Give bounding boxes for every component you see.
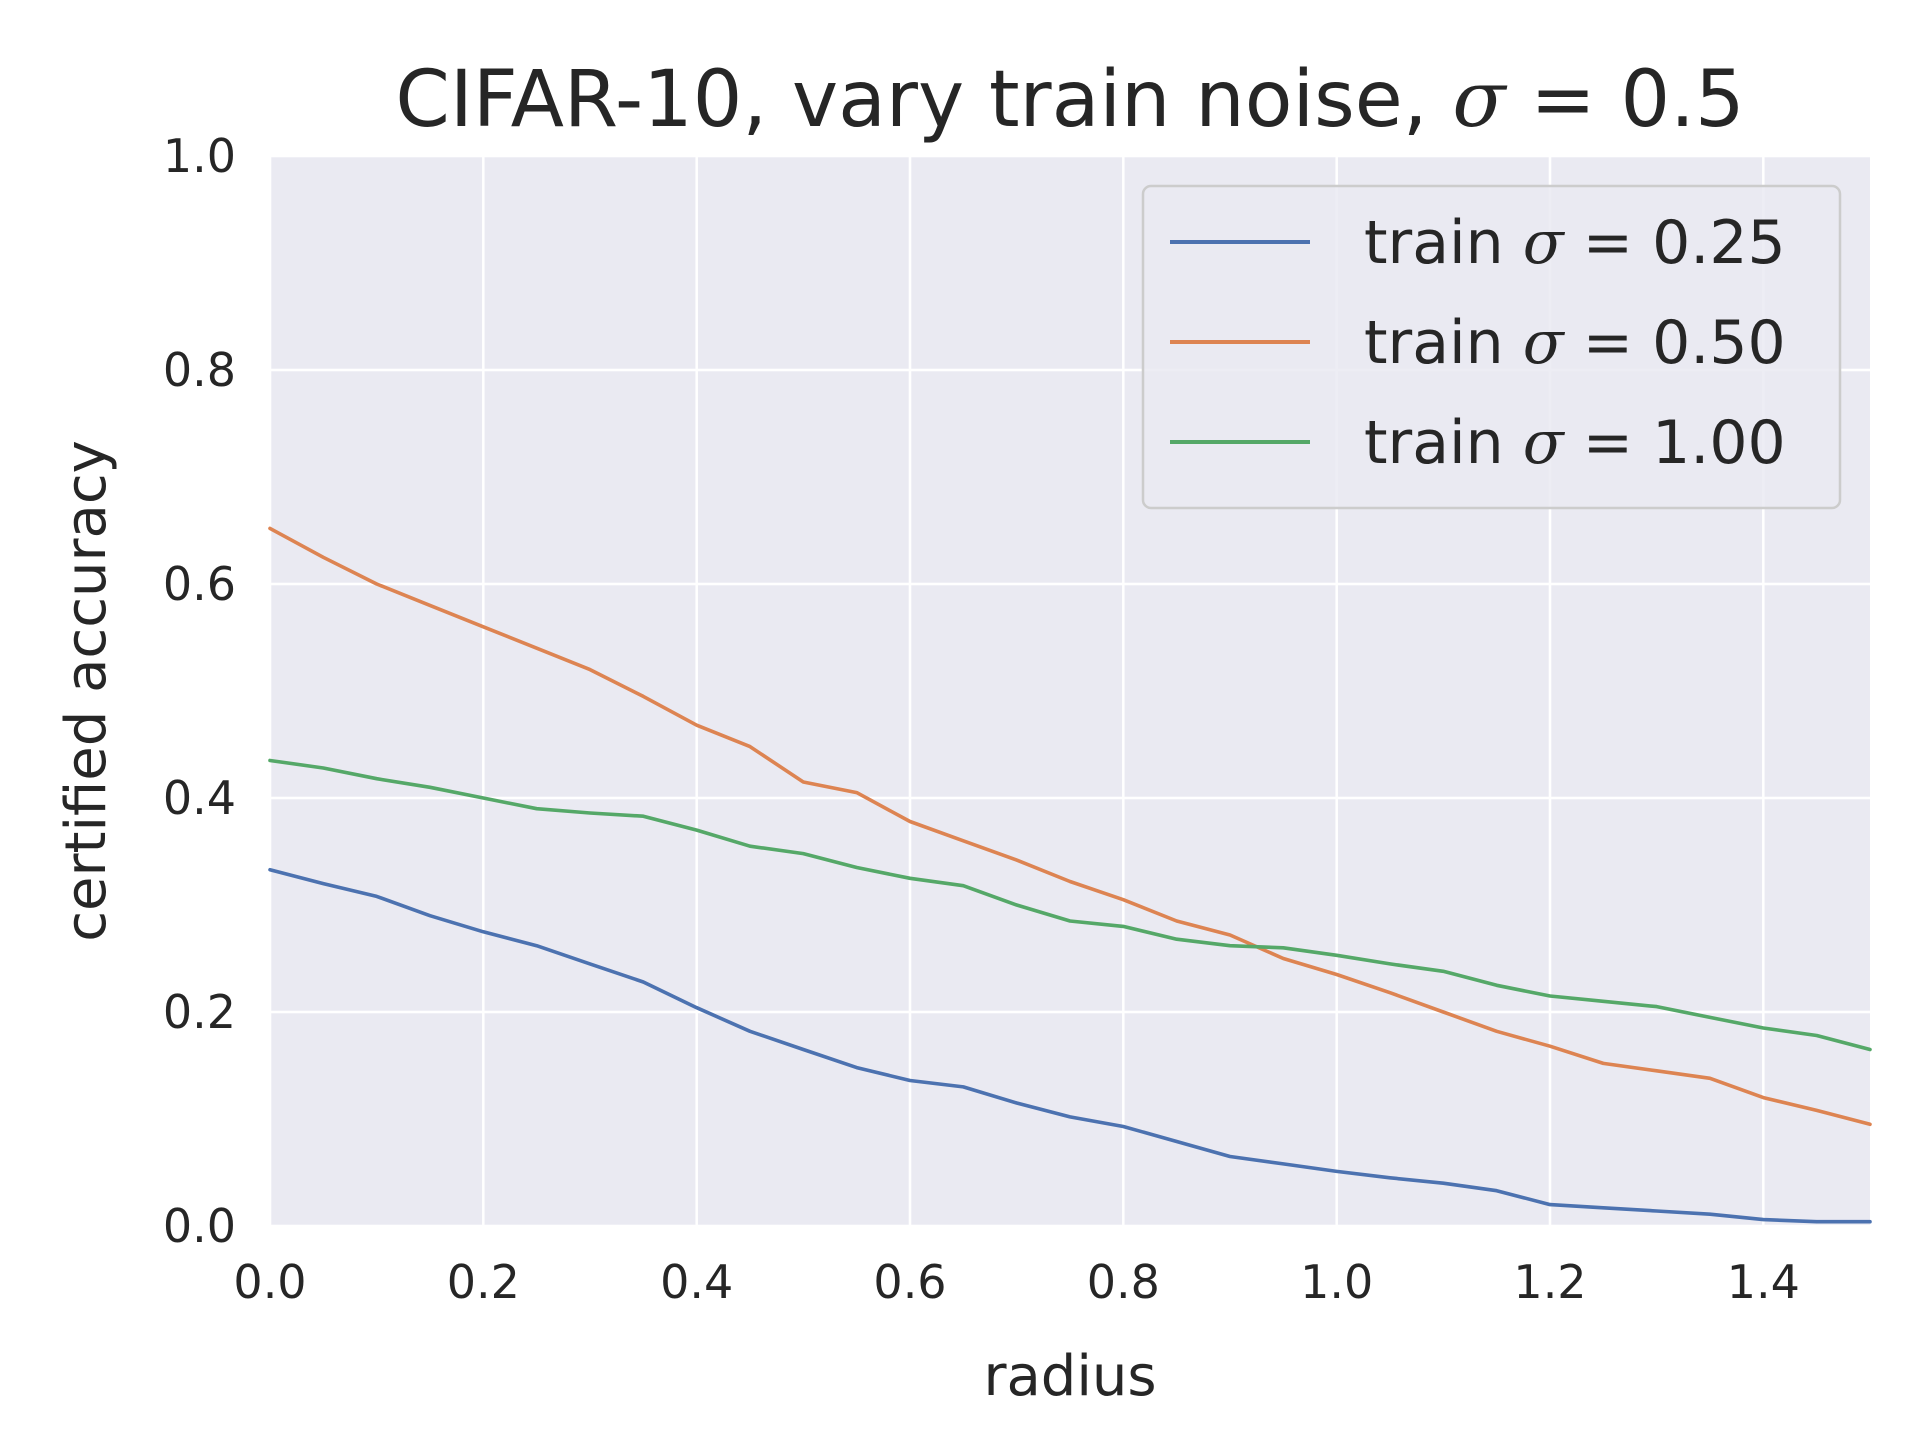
x-tick-label: 1.4 [1727, 1255, 1800, 1309]
y-tick-label: 0.0 [163, 1199, 236, 1253]
series-line-2 [268, 758, 1872, 1052]
legend-box [1141, 184, 1842, 510]
y-tick-label: 0.2 [163, 985, 236, 1039]
x-tick-label: 1.2 [1513, 1255, 1586, 1309]
y-axis-label: certified accuracy [54, 440, 119, 942]
x-tick-label: 0.4 [660, 1255, 733, 1309]
y-tick-label: 0.8 [163, 343, 236, 397]
legend-label-2: train σ = 1.00 [1364, 408, 1786, 478]
x-tick-label: 0.8 [1087, 1255, 1160, 1309]
chart-title: CIFAR-10, vary train noise, σ = 0.5 [395, 55, 1744, 145]
series-lines [268, 526, 1872, 1224]
x-tick-label: 0.0 [233, 1255, 306, 1309]
legend-label-1: train σ = 0.50 [1364, 308, 1786, 378]
legend-label-0: train σ = 0.25 [1364, 208, 1786, 278]
series-line-0 [268, 867, 1872, 1224]
y-tick-label: 1.0 [163, 129, 236, 183]
legend: train σ = 0.25 train σ = 0.50 train σ = 1.… [1141, 184, 1842, 510]
x-tick-labels: 0.0 0.2 0.4 0.6 0.8 1.0 1.2 1.4 [233, 1255, 1799, 1309]
x-axis-label: radius [983, 1344, 1156, 1409]
y-tick-label: 0.6 [163, 557, 236, 611]
series-line-1 [268, 526, 1872, 1127]
x-tick-label: 0.6 [873, 1255, 946, 1309]
y-tick-label: 0.4 [163, 771, 236, 825]
y-tick-labels: 0.0 0.2 0.4 0.6 0.8 1.0 [163, 129, 236, 1253]
x-tick-label: 1.0 [1300, 1255, 1373, 1309]
x-tick-label: 0.2 [447, 1255, 520, 1309]
